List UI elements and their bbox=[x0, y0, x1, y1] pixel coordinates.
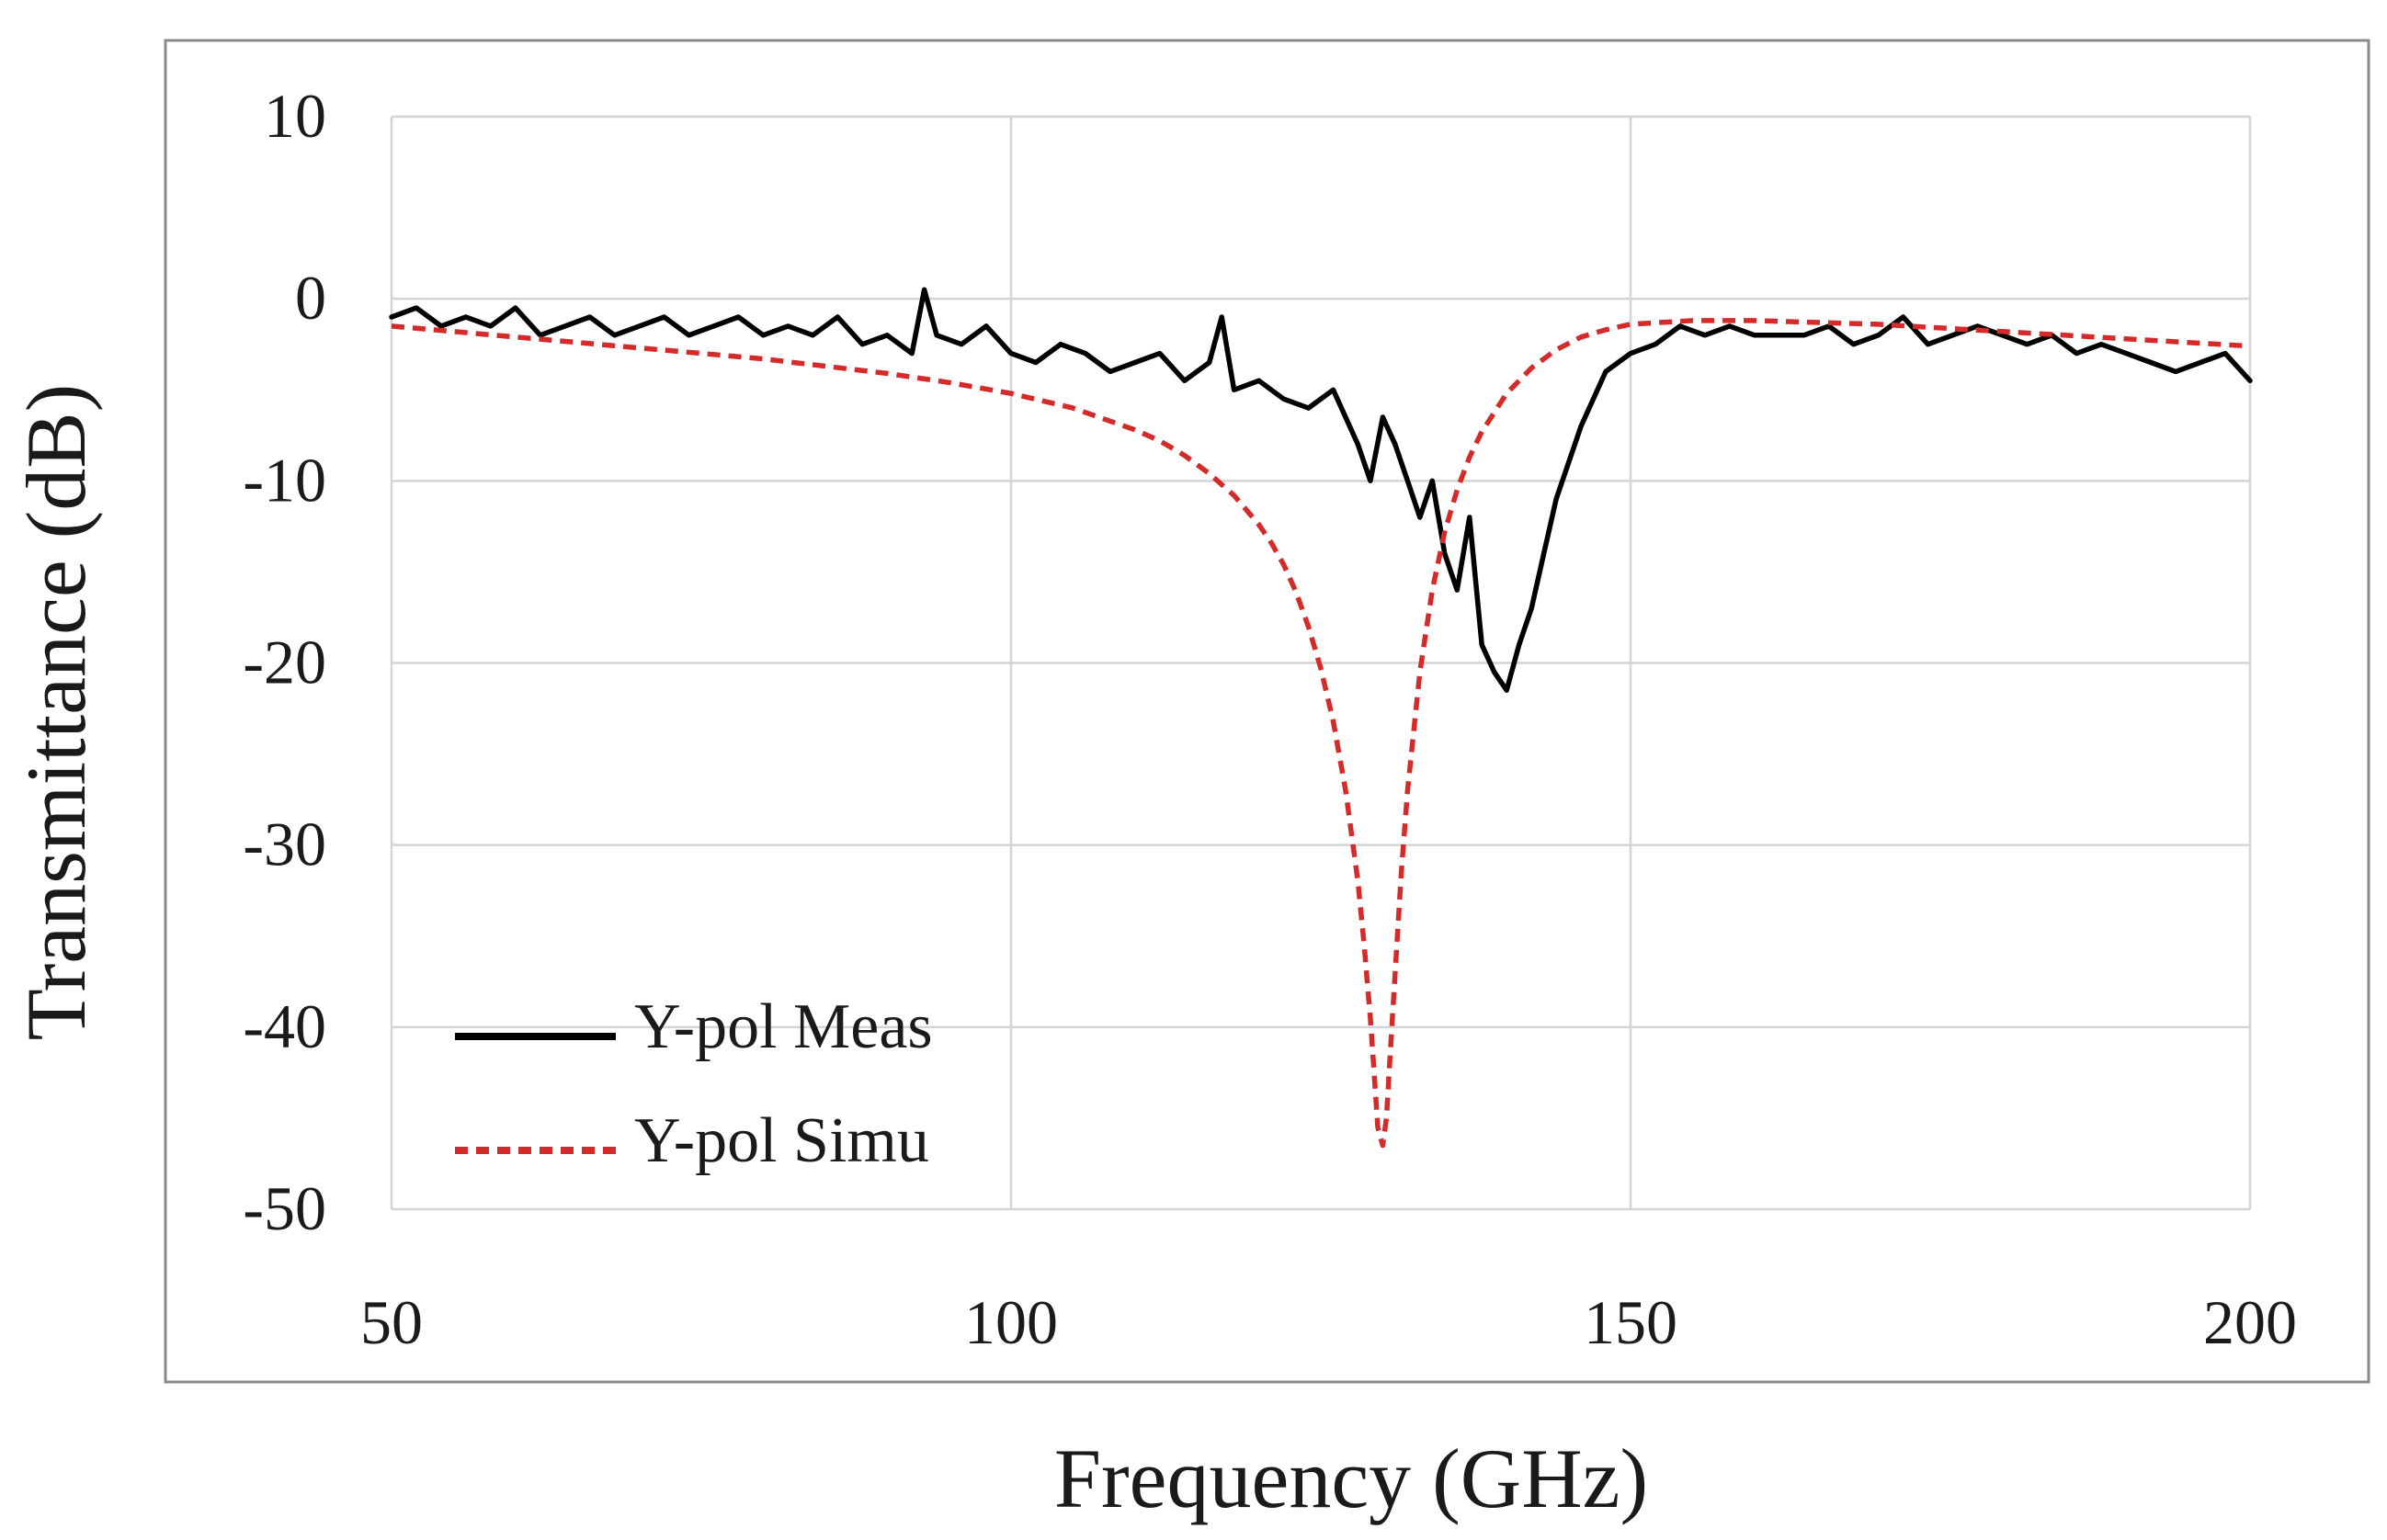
y-axis-title: Transmittance (dB) bbox=[9, 384, 103, 1041]
y-tick-label--10: -10 bbox=[243, 445, 326, 515]
legend-label-meas: Y-pol Meas bbox=[634, 991, 933, 1062]
y-tick-label--40: -40 bbox=[243, 991, 326, 1061]
x-axis-title: Frequency (GHz) bbox=[1054, 1432, 1648, 1525]
series-line-y-pol-simu bbox=[391, 318, 2251, 1149]
x-tick-labels: 50 100 150 200 bbox=[360, 1287, 2297, 1357]
x-tick-label-150: 150 bbox=[1584, 1287, 1677, 1357]
series-lines bbox=[389, 287, 2253, 1149]
y-tick-label--20: -20 bbox=[243, 628, 326, 697]
x-tick-label-200: 200 bbox=[2203, 1287, 2297, 1357]
y-tick-label--50: -50 bbox=[243, 1173, 326, 1243]
series-line-y-pol-meas bbox=[389, 287, 2253, 693]
gridlines bbox=[390, 115, 2252, 1211]
y-tick-label-10: 10 bbox=[264, 81, 326, 151]
x-tick-label-100: 100 bbox=[964, 1287, 1058, 1357]
y-tick-labels: 10 0 -10 -20 -30 -40 -50 bbox=[243, 81, 326, 1243]
x-tick-label-50: 50 bbox=[360, 1287, 423, 1357]
legend-label-simu: Y-pol Simu bbox=[634, 1105, 929, 1176]
legend: Y-pol Meas Y-pol Simu bbox=[455, 991, 933, 1176]
y-tick-label--30: -30 bbox=[243, 810, 326, 879]
y-tick-label-0: 0 bbox=[295, 263, 326, 333]
